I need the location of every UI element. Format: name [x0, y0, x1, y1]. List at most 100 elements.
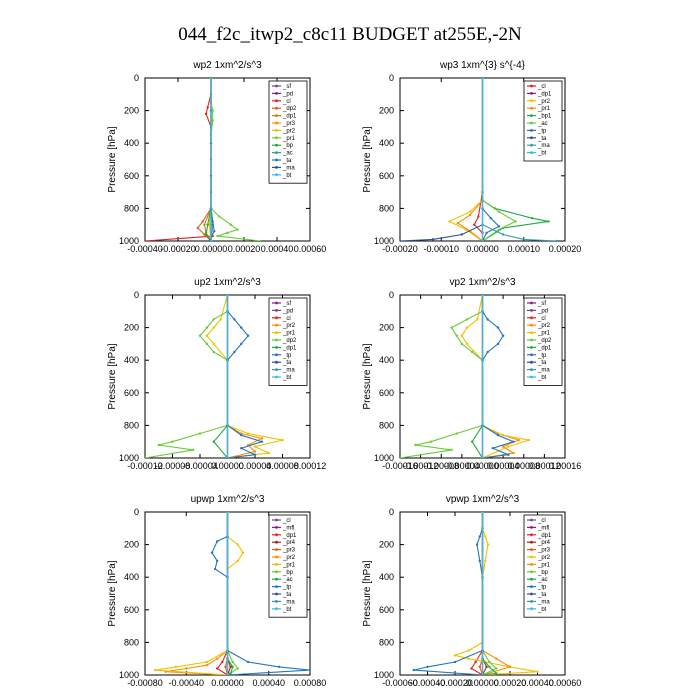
data-point — [231, 665, 234, 669]
legend-entry: _bp — [282, 570, 294, 576]
chart-panel-6: vpwp 1xm^2/s^302004006008001000-0.00060-… — [362, 494, 581, 688]
legend: _cl_dp1 _pr2_pr1 _bp1_ac_tp _ta_ma _bt — [523, 80, 563, 162]
chart-panel-5: upwp 1xm^2/s^3 0 200 400 600 800 1000-0.00080-… — [107, 494, 326, 688]
y-tick-label: 200 — [379, 323, 394, 333]
series-line-pr2 — [226, 295, 264, 458]
legend-entry: _pr1 — [537, 106, 551, 112]
series-line-dp2 — [145, 295, 229, 458]
legend-marker — [275, 563, 278, 566]
legend-marker — [530, 121, 533, 125]
data-point — [476, 318, 479, 321]
data-point — [475, 543, 479, 546]
legend-entry: _dp1 — [537, 345, 552, 351]
data-point — [206, 106, 209, 109]
data-point — [231, 660, 234, 664]
data-point — [491, 447, 495, 450]
legend-marker — [275, 173, 278, 177]
data-point — [456, 221, 459, 225]
legend-entry: _ma — [537, 143, 550, 149]
data-point — [212, 318, 215, 321]
data-point — [253, 450, 257, 453]
data-point — [210, 551, 214, 554]
x-tick-label: -0.00040 — [127, 244, 163, 254]
data-point — [221, 660, 224, 664]
data-point — [259, 239, 262, 241]
legend-marker — [275, 518, 278, 522]
x-tick-label: -0.00080 — [127, 678, 163, 688]
y-tick-label: 800 — [124, 420, 139, 430]
data-point — [522, 238, 525, 241]
data-point — [555, 239, 558, 241]
y-tick-label: 1000 — [374, 453, 394, 463]
legend-entry: _ta — [282, 360, 292, 366]
y-tick-label: 600 — [124, 171, 139, 181]
data-point — [484, 535, 487, 538]
data-point — [226, 295, 229, 297]
legend-marker — [530, 607, 533, 611]
legend-entry: _pr2 — [282, 555, 296, 561]
data-point — [191, 448, 195, 452]
y-tick-label: 0 — [134, 290, 139, 300]
data-point — [467, 649, 470, 652]
data-point — [465, 326, 469, 329]
data-point — [481, 456, 484, 458]
y-axis-label: Pressure [hPa] — [107, 560, 118, 626]
x-tick-label: 0.00060 — [549, 678, 582, 688]
data-point — [501, 433, 505, 437]
plot-area — [400, 78, 558, 241]
legend-entry: _pd — [282, 91, 293, 97]
data-point — [453, 660, 457, 664]
x-tick-label: 0.00016 — [549, 461, 582, 471]
legend-marker — [275, 309, 278, 312]
x-tick-label: 0.00000 — [195, 244, 228, 254]
legend-entry: _pd — [282, 308, 293, 314]
y-tick-label: 800 — [124, 637, 139, 647]
data-point — [185, 667, 188, 670]
series-line-pr1 — [155, 512, 244, 675]
data-point — [145, 456, 147, 458]
legend-marker — [530, 338, 533, 342]
panel-title: wp3 1xm^{3} s^{-4} — [439, 60, 526, 71]
y-tick-label: 400 — [379, 138, 394, 148]
data-point — [209, 78, 213, 80]
legend-entry: _dp1 — [282, 114, 297, 120]
series-line-tp — [481, 78, 500, 241]
legend-entry: _pd — [537, 308, 548, 314]
legend-entry: _dp2 — [282, 106, 297, 112]
data-point — [512, 451, 515, 455]
x-tick-label: -0.00020 — [437, 678, 473, 688]
legend: _cl_mfl_dp1_pr4_pr3_pr2_pr1_bp_ac_tp_ta_… — [268, 514, 308, 618]
legend-entry: _bt — [537, 151, 547, 157]
data-point — [215, 657, 219, 660]
data-point — [455, 334, 458, 337]
data-point — [211, 220, 214, 223]
legend-marker — [275, 114, 278, 117]
data-point — [470, 440, 474, 443]
legend-entry: _mfl — [537, 525, 549, 531]
legend-entry: _sf — [282, 84, 291, 90]
series-line-dp2 — [400, 295, 484, 458]
legend-entry: _ta — [537, 136, 547, 142]
data-point — [460, 233, 464, 236]
series-line-bp — [226, 512, 239, 675]
data-point — [281, 438, 284, 442]
legend-marker — [530, 577, 533, 581]
x-tick-label: 0.00008 — [507, 461, 540, 471]
legend-marker — [275, 607, 278, 611]
series-line-dp1 — [216, 512, 229, 675]
legend-marker — [275, 577, 278, 581]
x-tick-label: 0.00060 — [294, 244, 327, 254]
data-point — [536, 670, 539, 673]
y-tick-label: 1000 — [374, 236, 394, 246]
legend: _cl_mfl_dp1_pr4_pr3_pr2_pr1_bp_ac_tp_ta_… — [523, 514, 563, 618]
data-point — [308, 668, 310, 672]
legend-entry: _mfl — [282, 525, 294, 531]
data-point — [530, 216, 534, 220]
legend-entry: _pr1 — [282, 331, 296, 337]
x-tick-label: -0.00060 — [382, 678, 418, 688]
legend-entry: _bt — [537, 375, 547, 381]
legend-entry: _sf — [282, 301, 291, 307]
legend-box — [523, 297, 563, 386]
data-point — [260, 437, 264, 440]
